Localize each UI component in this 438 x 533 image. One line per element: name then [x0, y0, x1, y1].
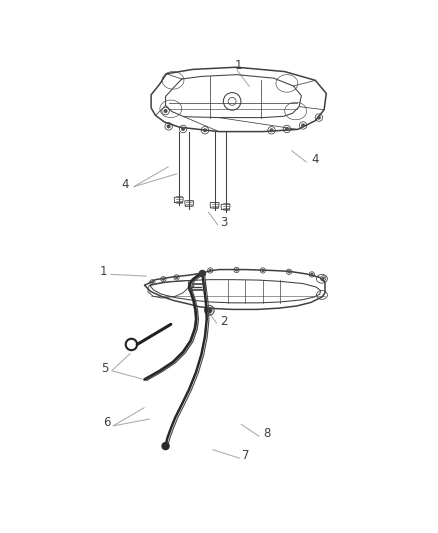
Circle shape [204, 129, 206, 132]
Circle shape [182, 128, 184, 130]
Text: 1: 1 [99, 265, 107, 278]
Circle shape [152, 281, 153, 283]
Text: 3: 3 [220, 216, 227, 229]
Text: 2: 2 [219, 315, 227, 328]
Circle shape [209, 270, 211, 271]
Circle shape [302, 124, 304, 127]
Circle shape [288, 271, 290, 273]
Circle shape [167, 125, 170, 128]
Circle shape [286, 128, 288, 130]
Circle shape [207, 308, 212, 313]
Circle shape [236, 269, 237, 271]
Circle shape [164, 110, 167, 112]
Circle shape [262, 270, 264, 271]
Circle shape [270, 129, 273, 132]
Circle shape [322, 278, 324, 279]
Circle shape [318, 116, 320, 119]
Text: 4: 4 [311, 152, 319, 166]
Circle shape [311, 273, 313, 275]
Text: 6: 6 [103, 416, 111, 430]
Text: 8: 8 [264, 427, 271, 440]
Text: 1: 1 [235, 59, 243, 71]
Text: 5: 5 [102, 361, 109, 375]
Circle shape [199, 270, 205, 277]
Text: 7: 7 [241, 449, 249, 462]
Circle shape [162, 278, 164, 280]
Circle shape [176, 277, 177, 278]
Circle shape [162, 442, 169, 449]
Text: 4: 4 [121, 177, 129, 191]
